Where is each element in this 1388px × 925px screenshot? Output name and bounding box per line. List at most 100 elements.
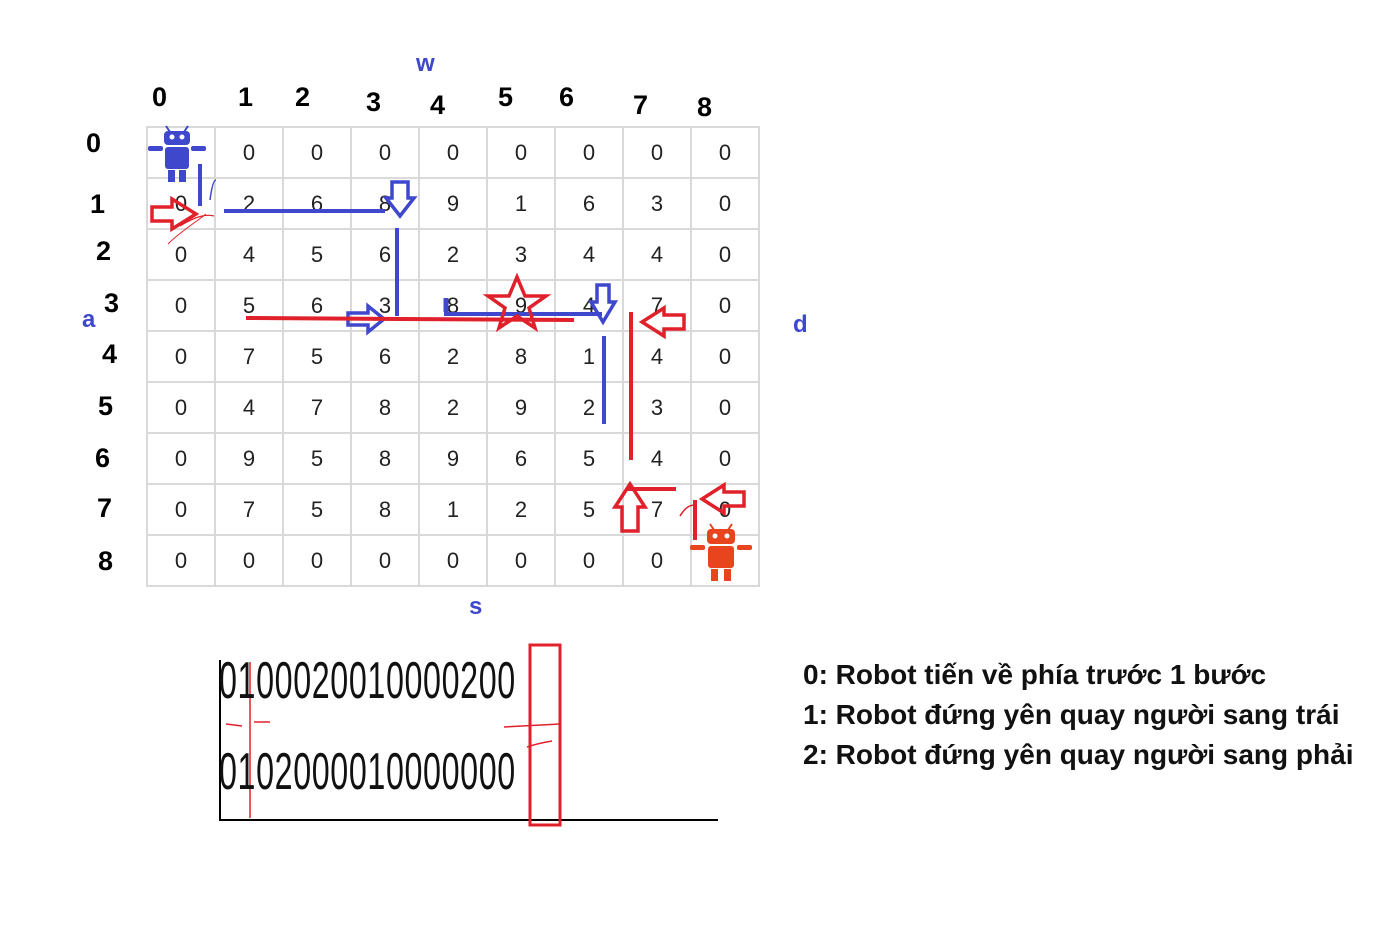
row-header: 6	[95, 443, 111, 473]
grid-cell: 2	[418, 381, 488, 434]
grid-cell: 9	[418, 432, 488, 485]
blue-right-arrow-icon	[346, 302, 387, 336]
grid-cell: 0	[282, 534, 352, 587]
grid-cell: 4	[214, 228, 284, 281]
grid-cell: 4	[622, 228, 692, 281]
grid-cell: 0	[146, 534, 216, 587]
grid-cell: 7	[622, 279, 692, 332]
column-header: 2	[295, 82, 311, 112]
grid-cell: 0	[690, 432, 760, 485]
column-header: 0	[152, 82, 168, 112]
grid-cell: 9	[214, 432, 284, 485]
grid-cell: 1	[418, 483, 488, 536]
grid-cell: 0	[486, 126, 556, 179]
star-icon	[482, 272, 552, 333]
red-robot-sequence: 0102000010000000	[219, 743, 516, 801]
grid-cell: 4	[622, 432, 692, 485]
highlight-box	[528, 643, 562, 827]
grid-cell: 0	[146, 330, 216, 383]
grid-cell: 3	[622, 381, 692, 434]
sequence-bracket	[219, 660, 718, 821]
column-header: 5	[498, 82, 514, 112]
grid-cell: 5	[214, 279, 284, 332]
grid-cell: 5	[554, 483, 624, 536]
column-header: 4	[430, 90, 446, 120]
direction-label-d: d	[793, 311, 808, 338]
blue-down-arrow-icon	[587, 283, 619, 326]
grid-cell: 8	[350, 432, 420, 485]
grid-cell: 7	[622, 483, 692, 536]
grid-cell: 0	[690, 381, 760, 434]
column-header: 3	[366, 87, 382, 117]
red-right-arrow-icon	[150, 195, 200, 233]
grid-cell: 0	[690, 279, 760, 332]
grid-cell: 0	[622, 126, 692, 179]
grid-cell: 5	[554, 432, 624, 485]
grid-cell: 3	[622, 177, 692, 230]
grid-cell: 0	[146, 381, 216, 434]
grid-cell: 0	[486, 534, 556, 587]
row-header: 3	[104, 288, 120, 318]
grid-cell: 6	[486, 432, 556, 485]
column-header: 8	[697, 92, 713, 122]
red-robot-icon	[690, 523, 752, 581]
red-left-arrow-icon	[638, 304, 686, 340]
row-header: 8	[98, 546, 114, 576]
grid-cell: 0	[690, 126, 760, 179]
red-left-arrow-icon	[698, 481, 746, 517]
grid-cell: 2	[418, 228, 488, 281]
direction-label-w: w	[416, 50, 435, 77]
grid-cell: 9	[486, 381, 556, 434]
grid-cell: 9	[418, 177, 488, 230]
grid-cell: 0	[282, 126, 352, 179]
grid-cell: 0	[690, 228, 760, 281]
row-header: 0	[86, 128, 102, 158]
column-header: 7	[633, 90, 649, 120]
grid-cell: 0	[146, 483, 216, 536]
blue-down-arrow-icon	[382, 180, 418, 219]
column-header: 1	[238, 82, 254, 112]
grid-cell: 0	[214, 534, 284, 587]
grid-cell: 8	[350, 381, 420, 434]
grid-cell: 6	[282, 177, 352, 230]
blue-robot-icon	[148, 125, 206, 182]
grid-cell: 3	[486, 228, 556, 281]
grid-cell: 8	[350, 483, 420, 536]
grid-cell: 8	[486, 330, 556, 383]
row-header: 1	[90, 189, 106, 219]
row-header: 7	[97, 493, 113, 523]
grid-cell: 7	[214, 483, 284, 536]
row-header: 2	[96, 236, 112, 266]
grid-cell: 6	[282, 279, 352, 332]
grid-cell: 6	[554, 177, 624, 230]
grid-cell: 0	[146, 432, 216, 485]
grid-cell: 0	[690, 330, 760, 383]
direction-label-a: a	[82, 306, 96, 333]
grid-cell: 0	[554, 126, 624, 179]
grid-cell: 0	[554, 534, 624, 587]
grid-cell: 7	[214, 330, 284, 383]
grid-cell: 0	[214, 126, 284, 179]
legend-line-0: 0: Robot tiến về phía trước 1 bước	[803, 659, 1267, 690]
grid-cell: 8	[418, 279, 488, 332]
grid-cell: 2	[486, 483, 556, 536]
grid-cell: 0	[418, 126, 488, 179]
direction-label-s: s	[469, 593, 483, 620]
grid-cell: 6	[350, 228, 420, 281]
grid-cell: 3	[350, 279, 420, 332]
grid-cell: 0	[146, 228, 216, 281]
grid-cell: 0	[350, 534, 420, 587]
grid-cell: 0	[146, 279, 216, 332]
legend-line-1: 1: Robot đứng yên quay người sang trái	[803, 699, 1340, 730]
grid-cell: 1	[486, 177, 556, 230]
grid-cell: 2	[554, 381, 624, 434]
